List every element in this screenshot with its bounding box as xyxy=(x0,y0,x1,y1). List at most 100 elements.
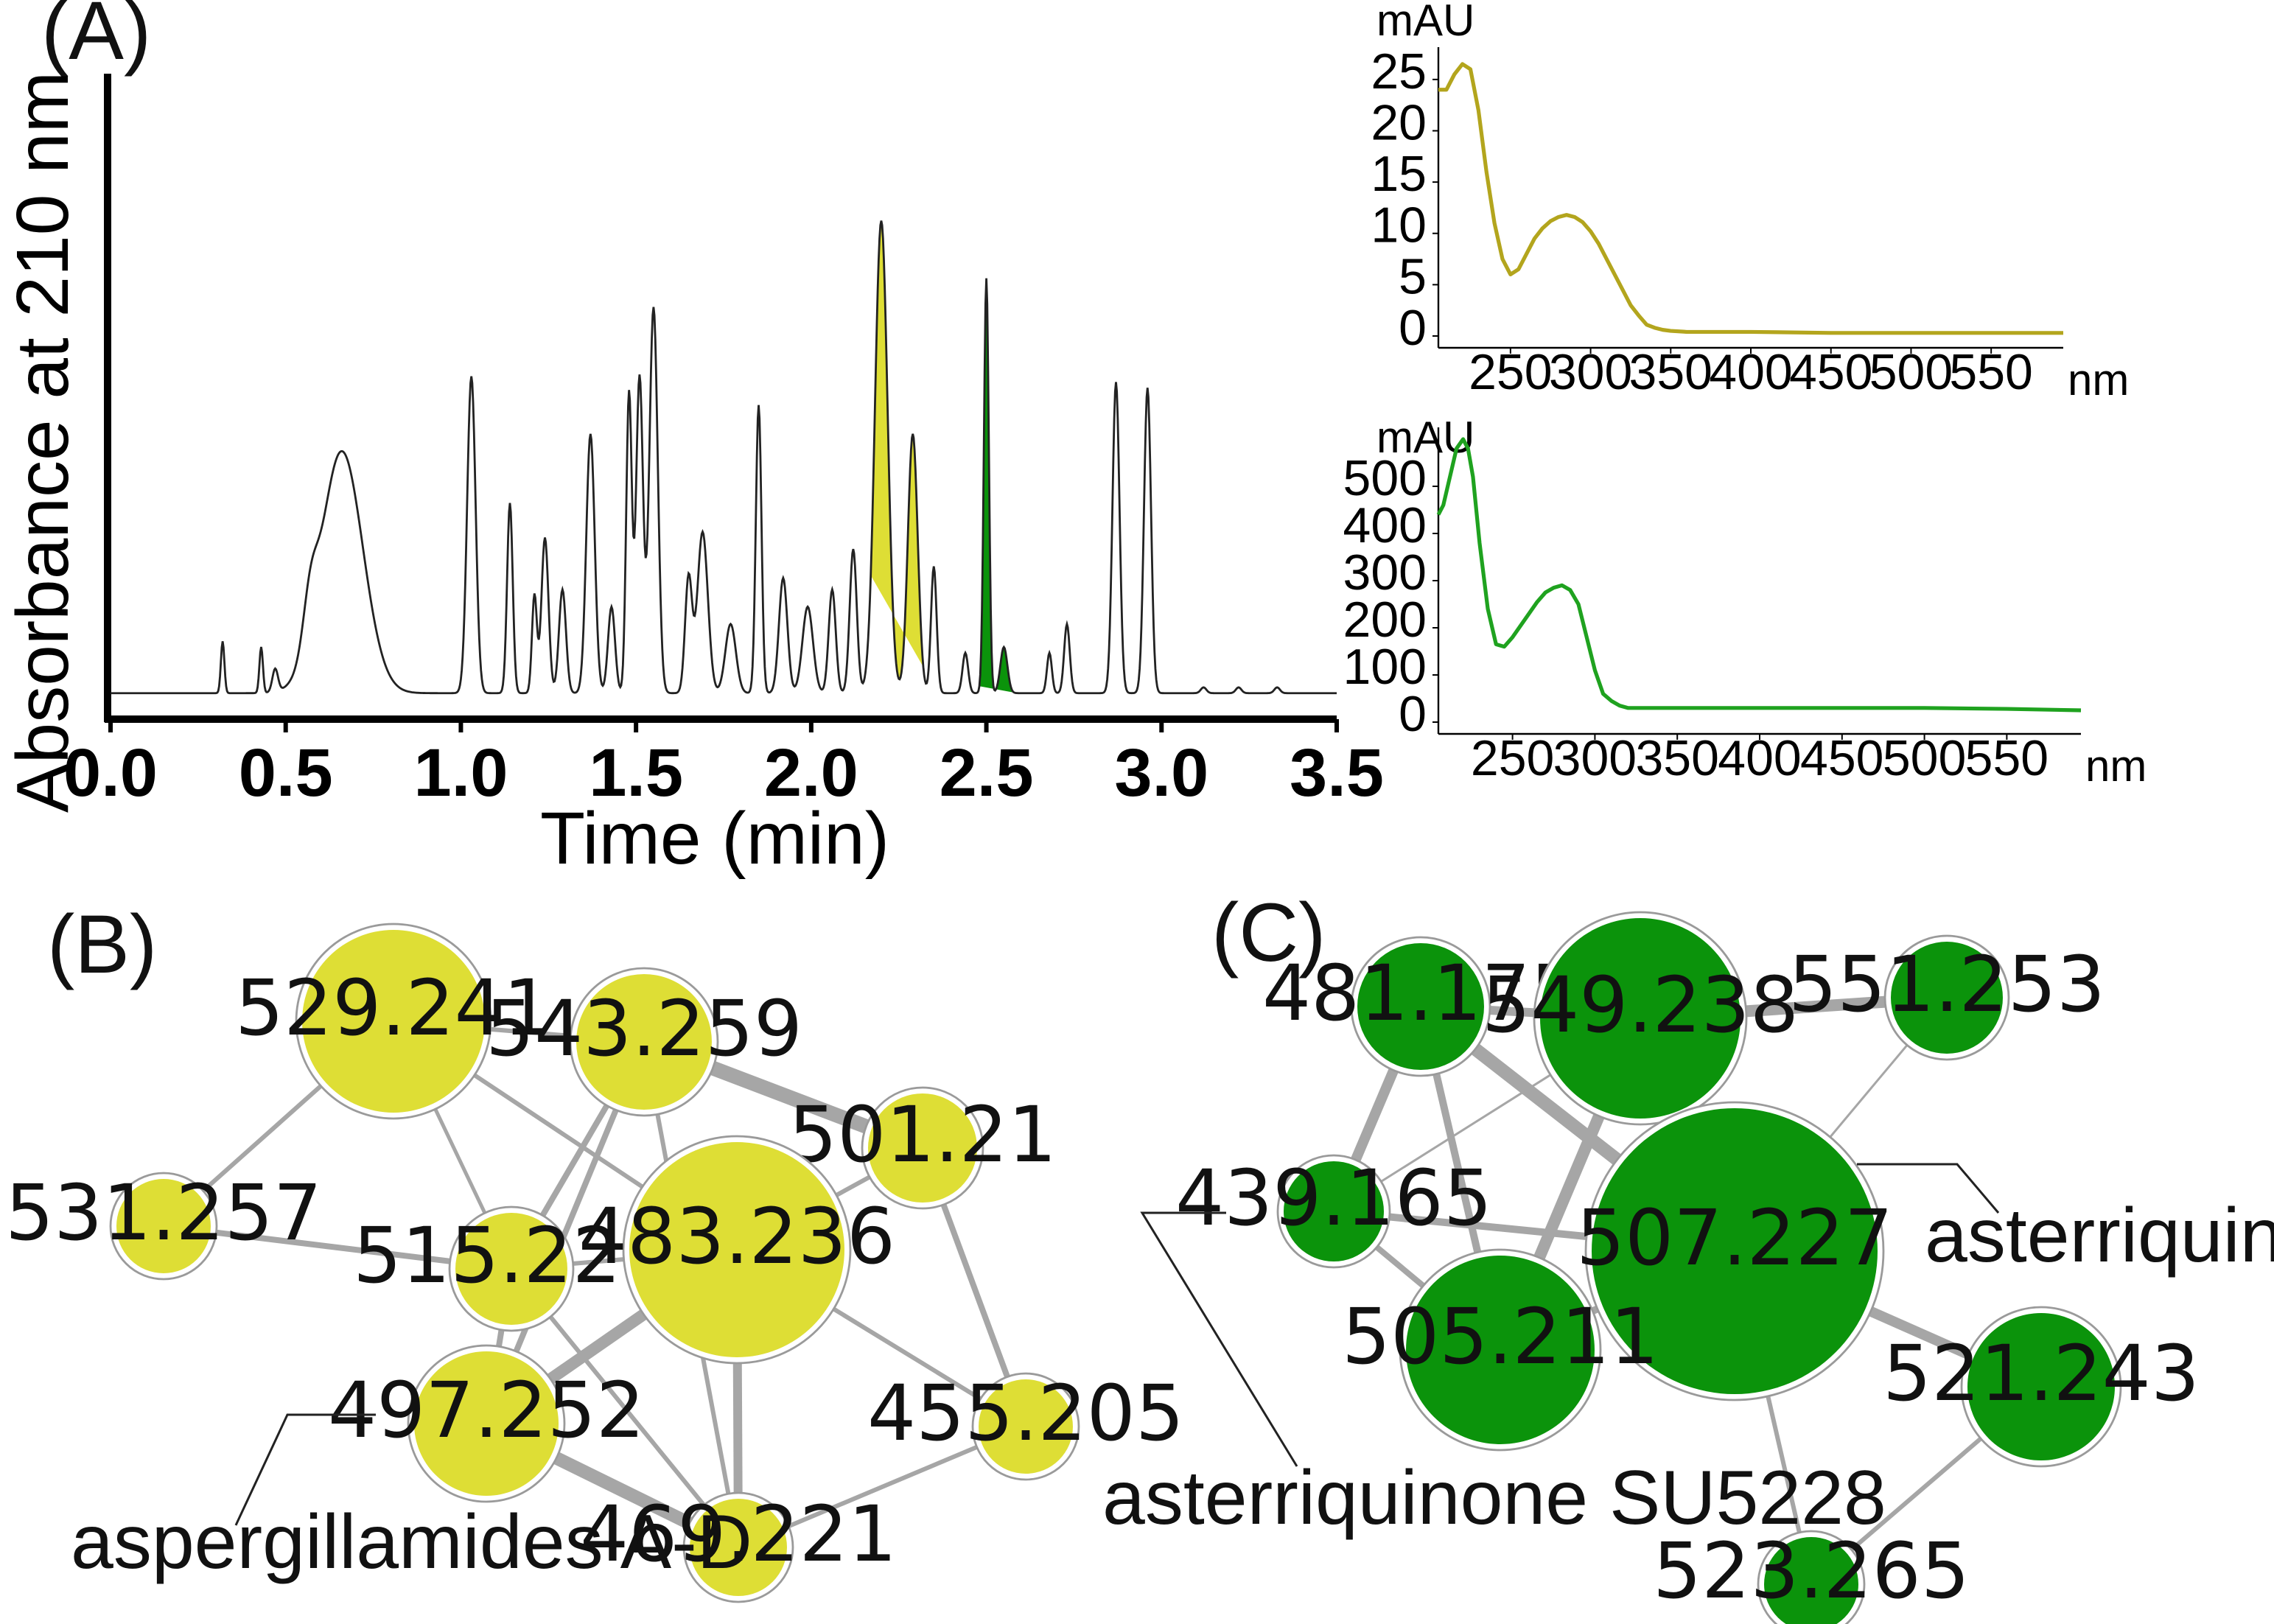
network-node: 529.241 xyxy=(235,923,552,1120)
network-node: 469.221 xyxy=(580,1489,897,1603)
network-node: 515.225 xyxy=(353,1205,670,1332)
spec1-x-tick-label: 450 xyxy=(1789,344,1872,400)
chrom-x-tick-label: 1.5 xyxy=(589,735,683,811)
network-node-label: 481.175 xyxy=(1262,948,1579,1038)
callout-line-aspergillamides xyxy=(234,1413,376,1526)
network-node: 501.21 xyxy=(788,1086,1057,1210)
panel-label-c: (C) xyxy=(1211,886,1326,979)
spec2-y-tick-label: 200 xyxy=(1343,592,1427,648)
network-node: 549.238 xyxy=(1482,911,1799,1126)
spec2-x-tick-label: 400 xyxy=(1718,730,1801,786)
network-node: 521.243 xyxy=(1883,1306,2200,1468)
spec1-ylabel: mAU xyxy=(1376,0,1474,45)
spec1-y-tick-label: 20 xyxy=(1371,94,1427,150)
spec1-x-tick-label: 300 xyxy=(1549,344,1632,400)
network-node-label: 515.225 xyxy=(353,1211,670,1301)
network-node-label: 507.227 xyxy=(1576,1193,1893,1283)
uv-spectrum-green: mAU nm 250300350400450500550010020030040… xyxy=(1343,413,2147,791)
network-node-disc xyxy=(1891,942,2003,1054)
network-node-disc xyxy=(1357,943,1484,1070)
spec2-ylabel: mAU xyxy=(1376,413,1474,462)
spec2-y-tick-label: 100 xyxy=(1343,639,1427,695)
network-node: 531.257 xyxy=(5,1168,322,1281)
callout-text-aspergillamides: aspergillamides A-D xyxy=(71,1499,752,1585)
network-node: 497.252 xyxy=(328,1344,645,1503)
callout-aspergillamides: aspergillamides A-D xyxy=(71,1413,752,1585)
spec2-y-tick-label: 0 xyxy=(1399,686,1427,742)
spec2-curve xyxy=(1436,437,2082,713)
network-node-disc xyxy=(1764,1537,1858,1624)
chrom-x-tick-label: 3.5 xyxy=(1290,735,1384,811)
spec1-x-tick-label: 400 xyxy=(1709,344,1792,400)
network-node: 483.236 xyxy=(578,1135,895,1365)
spec2-x-tick-label: 550 xyxy=(1965,730,2049,786)
chrom-x-tick-label: 3.0 xyxy=(1114,735,1208,811)
spec2-x-tick-label: 250 xyxy=(1471,730,1554,786)
network-node-label: 469.221 xyxy=(580,1489,897,1579)
chrom-trace xyxy=(111,220,1337,695)
spec1-xlabel: nm xyxy=(2068,355,2129,405)
network-node-label: 501.21 xyxy=(788,1090,1057,1180)
network-node-disc xyxy=(1540,918,1741,1119)
spec1-x-tick-label: 350 xyxy=(1629,344,1713,400)
spec2-x-tick-label: 500 xyxy=(1883,730,1966,786)
network-node-disc xyxy=(1284,1161,1384,1261)
network-node: 481.175 xyxy=(1262,936,1579,1077)
network-node-label: 521.243 xyxy=(1883,1329,2200,1418)
callout-line-su5228 xyxy=(1140,1211,1298,1467)
network-node-disc xyxy=(414,1351,559,1496)
network-node: 523.265 xyxy=(1653,1526,1970,1624)
network-node-disc xyxy=(629,1142,844,1357)
chrom-x-tick-label: 0.0 xyxy=(63,735,158,811)
network-node-label: 551.253 xyxy=(1788,939,2105,1029)
spec2-y-tick-label: 500 xyxy=(1343,450,1427,506)
callout-text-su5228: asterriquinone SU5228 xyxy=(1102,1455,1886,1541)
chrom-x-tick-label: 2.5 xyxy=(940,735,1034,811)
network-node: 439.165 xyxy=(1175,1153,1492,1269)
network-node-disc xyxy=(1967,1313,2115,1460)
network-node-disc xyxy=(979,1379,1073,1474)
callout-line-ct5 xyxy=(1857,1163,2000,1214)
spec2-y-tick-label: 400 xyxy=(1343,497,1427,553)
network-node-label: 529.241 xyxy=(235,963,552,1053)
network-node-label: 523.265 xyxy=(1653,1526,1970,1616)
network-node-label: 455.205 xyxy=(867,1368,1184,1458)
network-node: 505.211 xyxy=(1342,1248,1659,1452)
chrom-x-tick-label: 2.0 xyxy=(764,735,858,811)
callout-ct5: asterriquinone CT5 xyxy=(1857,1163,2274,1278)
spec1-y-tick-label: 25 xyxy=(1371,43,1427,99)
network-node-disc xyxy=(116,1179,211,1273)
network-node-disc xyxy=(868,1093,977,1203)
spec1-curve xyxy=(1438,62,2063,335)
network-node-label: 549.238 xyxy=(1482,960,1799,1050)
chromatogram: 0.0 0.5 1.0 1.5 2.0 2.5 3.0 3.5 Time (min) Abso… xyxy=(1,71,1384,880)
network-node-label: 505.211 xyxy=(1342,1292,1659,1382)
chrom-x-tick-label: 0.5 xyxy=(239,735,333,811)
spec1-x-tick-label: 550 xyxy=(1949,344,2032,400)
network-node-disc xyxy=(1592,1108,1878,1394)
spec2-y-tick-label: 300 xyxy=(1343,545,1427,601)
network-node: 543.259 xyxy=(486,967,802,1117)
spec2-x-tick-label: 350 xyxy=(1635,730,1718,786)
spec1-x-tick-label: 500 xyxy=(1869,344,1953,400)
chrom-xlabel: Time (min) xyxy=(540,797,889,880)
network-node-label: 531.257 xyxy=(5,1168,322,1258)
chrom-x-tick-label: 1.0 xyxy=(413,735,508,811)
callout-text-ct5: asterriquinone CT5 xyxy=(1925,1193,2274,1278)
spec2-x-tick-label: 300 xyxy=(1553,730,1637,786)
network-node: 551.253 xyxy=(1788,934,2105,1061)
network-node-disc xyxy=(455,1213,567,1325)
network-node-disc xyxy=(1406,1256,1595,1444)
spec1-x-tick-label: 250 xyxy=(1469,344,1552,400)
highlighted-peak-yellow xyxy=(870,220,923,680)
spec2-x-tick-label: 450 xyxy=(1800,730,1883,786)
spec2-xlabel: nm xyxy=(2085,741,2147,791)
spec1-y-tick-label: 10 xyxy=(1371,197,1427,253)
network-node-label: 483.236 xyxy=(578,1191,895,1281)
network-node-label: 439.165 xyxy=(1175,1153,1492,1243)
network-node: 455.205 xyxy=(867,1368,1184,1481)
